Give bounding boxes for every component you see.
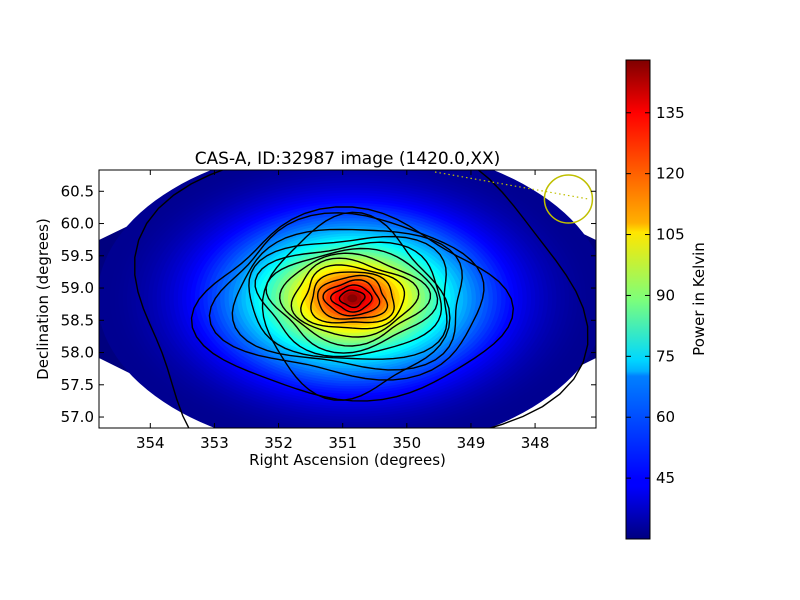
- colorbar-ticks: 45 60 75 90 105 120 135: [626, 104, 685, 487]
- contour-level-4: [231, 228, 463, 371]
- y-axis-ticks: 57.0 57.5 58.0 58.5 59.0 59.5 60.0 60.5: [61, 182, 596, 426]
- contour-level-14: [329, 284, 373, 313]
- colorbar-tick-label: 60: [656, 408, 675, 426]
- y-tick-label: 57.5: [61, 376, 94, 394]
- axes-frame: [98, 169, 597, 429]
- y-tick-label: 57.0: [61, 408, 94, 426]
- x-axis-label: Right Ascension (degrees): [249, 451, 446, 469]
- contour-level-5: [248, 235, 448, 360]
- x-tick-label: 353: [200, 434, 229, 452]
- colorbar-frame: [625, 59, 651, 540]
- x-tick-label: 348: [521, 434, 550, 452]
- contour-level-3: [208, 212, 485, 381]
- colorbar-label: Power in Kelvin: [690, 242, 708, 356]
- x-tick-label: 349: [457, 434, 486, 452]
- heatmap-layer: [99, 170, 596, 428]
- colorbar: [626, 60, 650, 539]
- x-tick-label: 354: [136, 434, 165, 452]
- colorbar-tick-label: 75: [656, 347, 675, 365]
- colorbar-tick-label: 90: [656, 286, 675, 304]
- contour-layer: [134, 170, 589, 428]
- colorbar-tick-label: 135: [656, 104, 685, 122]
- contour-level-9: [290, 257, 420, 338]
- colorbar-tick-label: 120: [656, 165, 685, 183]
- x-axis-ticks: 354 353 352 351 350 349 348: [136, 170, 549, 452]
- beam-circle: [543, 174, 594, 224]
- y-tick-label: 59.0: [61, 279, 94, 297]
- y-axis-label: Declination (degrees): [34, 218, 52, 380]
- plot-area: [99, 170, 596, 428]
- y-tick-label: 58.5: [61, 311, 94, 329]
- x-tick-label: 352: [264, 434, 293, 452]
- colorbar-tick-label: 105: [656, 226, 685, 244]
- y-tick-label: 59.5: [61, 247, 94, 265]
- beam-track: [434, 171, 589, 200]
- x-tick-label: 350: [392, 434, 421, 452]
- contour-level-1: [261, 211, 451, 401]
- contour-level-7: [265, 247, 439, 354]
- contour-level-10: [300, 264, 406, 330]
- contour-level-11: [310, 271, 395, 324]
- contour-level-13: [322, 279, 381, 317]
- y-tick-label: 60.0: [61, 215, 94, 233]
- y-tick-label: 60.5: [61, 182, 94, 200]
- heat-level-59: [347, 294, 358, 303]
- contour-level-0: [134, 170, 589, 428]
- colorbar-tick-label: 45: [656, 469, 675, 487]
- contour-level-12: [316, 274, 389, 320]
- chart-title: CAS-A, ID:32987 image (1420.0,XX): [195, 149, 501, 169]
- x-tick-label: 351: [328, 434, 357, 452]
- contour-level-6: [254, 241, 443, 358]
- beam-layer: [434, 171, 594, 224]
- contour-level-15: [338, 289, 366, 309]
- contour-level-8: [278, 252, 432, 347]
- y-tick-label: 58.0: [61, 344, 94, 362]
